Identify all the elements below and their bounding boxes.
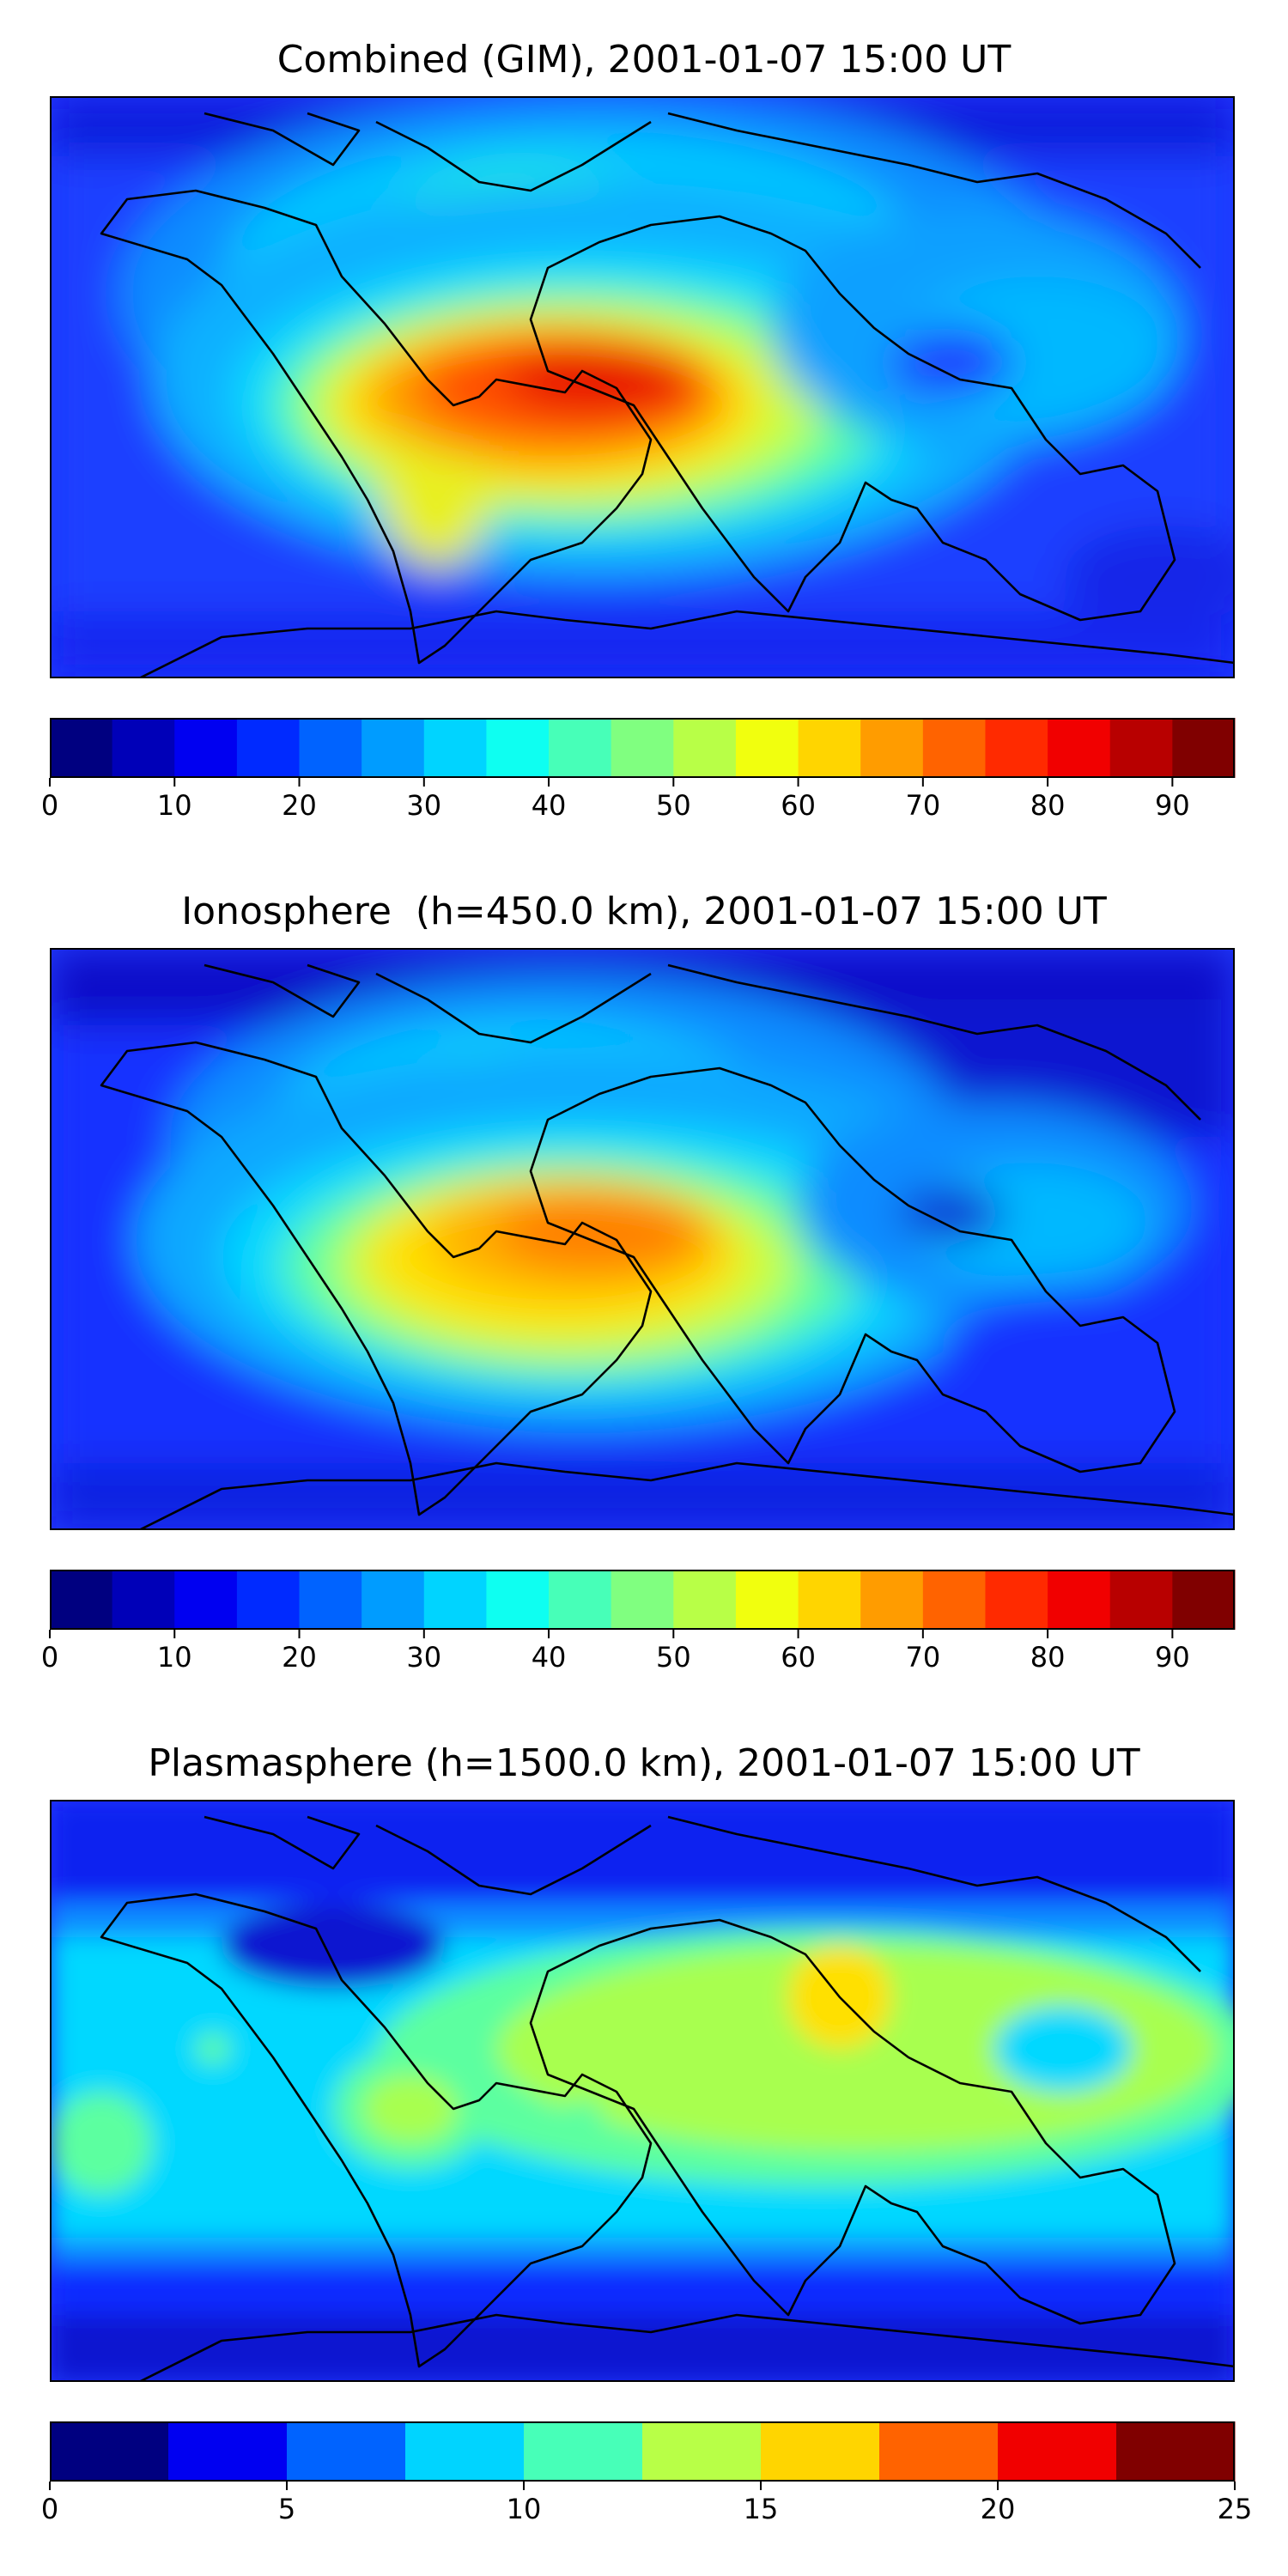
colorbar-segment [423, 718, 487, 778]
colorbar-frame [50, 718, 1235, 778]
colorbar-segment [112, 718, 175, 778]
colorbar-segment [486, 1570, 550, 1630]
colorbar-segment [860, 1570, 924, 1630]
colorbar-segment [611, 1570, 674, 1630]
colorbar-tick-label: 40 [531, 1641, 567, 1674]
colorbar-svg [49, 1570, 1236, 1638]
colorbar-segment [486, 718, 550, 778]
colorbar-plasmasphere [49, 2421, 1236, 2490]
colorbar-segment [50, 718, 113, 778]
colorbar-segment [174, 1570, 238, 1630]
colorbar-segment [287, 2421, 406, 2482]
colorbar-segment [361, 1570, 425, 1630]
colorbar-tick-label: 40 [531, 789, 567, 822]
colorbar-tick-label: 20 [282, 789, 317, 822]
colorbar-segment [168, 2421, 288, 2482]
colorbar-tick-label: 15 [743, 2493, 779, 2525]
map-title-ionosphere: Ionosphere (h=450.0 km), 2001-01-07 15:0… [181, 890, 1107, 933]
colorbar-tick-label: 20 [282, 1641, 317, 1674]
colorbar-tick-label: 30 [406, 789, 442, 822]
colorbar-segment [174, 718, 238, 778]
colorbar-svg [49, 2421, 1236, 2490]
colorbar-tick-label: 70 [905, 789, 941, 822]
colorbar-segment [549, 718, 612, 778]
colorbar-tick-label: 60 [781, 789, 816, 822]
colorbar-segment [735, 718, 799, 778]
map-title-combined: Combined (GIM), 2001-01-07 15:00 UT [276, 38, 1012, 82]
colorbar-segment [860, 718, 924, 778]
colorbar-segment [922, 718, 986, 778]
map-plasmasphere [50, 1800, 1235, 2382]
colorbar-segment [642, 2421, 762, 2482]
colorbar-tick-label: 20 [980, 2493, 1016, 2525]
colorbar-segment [879, 2421, 999, 2482]
colorbar-tick-label: 0 [40, 1641, 59, 1674]
colorbar-segment [1048, 1570, 1111, 1630]
colorbar-segment [1116, 2421, 1236, 2482]
colorbar-segment [673, 718, 737, 778]
colorbar-segment [299, 1570, 362, 1630]
colorbar-segment [112, 1570, 175, 1630]
colorbar-tick-label: 25 [1217, 2493, 1253, 2525]
colorbar-segment [798, 1570, 861, 1630]
colorbar-tick-label: 0 [40, 2493, 59, 2525]
colorbar-tick-label: 50 [655, 1641, 691, 1674]
colorbar-tick-label: 10 [156, 1641, 192, 1674]
colorbar-tick-label: 80 [1030, 1641, 1066, 1674]
colorbar-segment [998, 2421, 1117, 2482]
colorbar-tick-label: 0 [40, 789, 59, 822]
colorbar-segment [50, 2421, 169, 2482]
colorbar-tick-label: 80 [1030, 789, 1066, 822]
colorbar-segment [423, 1570, 487, 1630]
colorbar-frame [50, 2421, 1235, 2482]
colorbar-tick-label: 90 [1155, 789, 1190, 822]
colorbar-segment [361, 718, 425, 778]
colorbar-segment [761, 2421, 880, 2482]
colorbar-segment [524, 2421, 643, 2482]
colorbar-tick-label: 5 [277, 2493, 296, 2525]
colorbar-segment [922, 1570, 986, 1630]
colorbar-frame [50, 1570, 1235, 1630]
colorbar-combined [49, 718, 1236, 787]
colorbar-svg [49, 718, 1236, 787]
colorbar-segment [299, 718, 362, 778]
colorbar-segment [611, 718, 674, 778]
colorbar-tick-label: 70 [905, 1641, 941, 1674]
colorbar-segment [735, 1570, 799, 1630]
colorbar-segment [50, 1570, 113, 1630]
colorbar-segment [1109, 718, 1173, 778]
colorbar-tick-label: 30 [406, 1641, 442, 1674]
colorbar-segment [1172, 718, 1236, 778]
colorbar-tick-label: 90 [1155, 1641, 1190, 1674]
colorbar-segment [1172, 1570, 1236, 1630]
colorbar-tick-label: 50 [655, 789, 691, 822]
colorbar-segment [1109, 1570, 1173, 1630]
colorbar-segment [985, 1570, 1048, 1630]
colorbar-segment [798, 718, 861, 778]
colorbar-segment [405, 2421, 525, 2482]
colorbar-segment [985, 718, 1048, 778]
colorbar-ionosphere [49, 1570, 1236, 1638]
map-ionosphere [50, 948, 1235, 1530]
colorbar-tick-label: 10 [156, 789, 192, 822]
map-title-plasmasphere: Plasmasphere (h=1500.0 km), 2001-01-07 1… [148, 1741, 1140, 1785]
colorbar-segment [236, 1570, 301, 1630]
colorbar-segment [1048, 718, 1111, 778]
map-combined [50, 96, 1235, 678]
colorbar-segment [236, 718, 301, 778]
colorbar-tick-label: 10 [506, 2493, 542, 2525]
colorbar-segment [549, 1570, 612, 1630]
colorbar-segment [673, 1570, 737, 1630]
colorbar-tick-label: 60 [781, 1641, 816, 1674]
